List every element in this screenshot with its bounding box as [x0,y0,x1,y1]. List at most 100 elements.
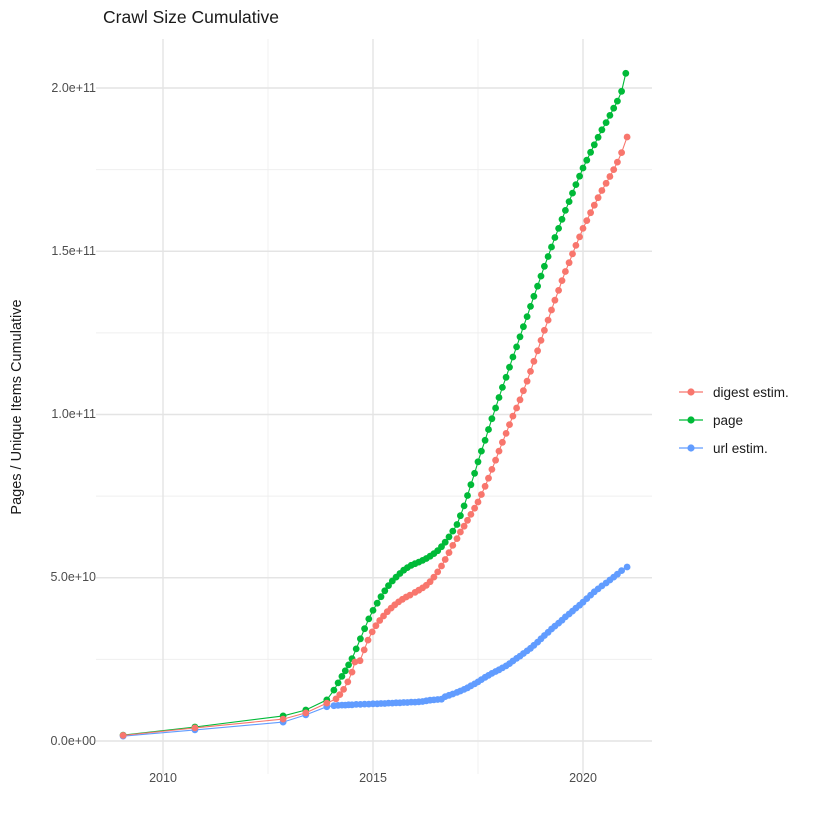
data-point [544,253,552,260]
data-point [602,119,610,126]
data-point [572,242,580,249]
data-point [485,474,492,482]
data-point [471,469,478,477]
data-point [340,686,347,693]
data-point [520,387,527,395]
data-point [441,538,449,546]
data-point [602,179,610,187]
data-point [576,233,583,241]
data-point [426,578,434,586]
data-point [587,209,594,217]
data-point [502,373,510,381]
grid-lines [96,39,652,774]
data-point [513,404,520,412]
data-point [590,201,598,209]
data-point [622,69,630,77]
data-point [569,250,576,258]
data-point [438,543,445,551]
data-point [583,217,591,225]
x-tick-label: 2010 [149,771,177,785]
legend-key-digest-icon [679,388,703,396]
legend-key-point [687,388,695,396]
legend-label: url estim. [713,440,768,456]
data-point [606,173,614,180]
data-point [488,415,496,423]
data-point [467,511,475,518]
data-point [523,313,531,320]
data-point [610,104,618,112]
data-point [441,556,449,563]
data-point [579,164,587,172]
data-point [445,549,453,556]
data-point [460,502,468,510]
data-point [502,430,510,437]
data-point [334,679,342,687]
data-point [341,667,349,675]
legend-key-page-icon [679,416,703,424]
data-point [373,599,381,607]
data-point [191,724,199,732]
data-point [572,181,580,189]
data-point [495,447,503,455]
data-point [372,622,380,630]
data-point [523,377,531,385]
data-point [606,112,614,119]
data-point [534,347,541,355]
y-tick-label: 0.0e+00 [50,733,96,748]
data-point [579,225,587,232]
data-point [583,156,591,164]
data-point [551,234,559,241]
data-point [478,491,485,498]
data-point [499,438,506,446]
data-point [449,542,457,549]
data-point [614,97,621,105]
data-point [361,625,368,633]
data-point [351,658,359,666]
data-point [618,567,625,574]
data-point [527,303,534,310]
series-digest-estim- [119,133,631,739]
data-point [562,268,569,275]
data-point [558,277,566,284]
legend-item-url-estim: url estim. [678,434,789,462]
data-point [527,368,534,375]
data-point [445,533,453,541]
series-line [123,566,628,737]
data-point [365,615,373,623]
legend-key-point [687,444,695,452]
data-point [506,363,513,371]
data-point [460,522,468,530]
series-line [123,73,627,736]
legend: digest estim. page url estim. [678,378,789,462]
data-point [344,678,352,686]
data-point [406,591,414,599]
data-point [610,166,618,174]
data-point [555,287,562,294]
data-point [338,673,346,680]
data-point [464,492,471,499]
data-point [530,357,538,365]
data-point [449,527,457,535]
data-point [376,617,384,624]
data-point [481,436,489,444]
data-point [279,715,287,723]
data-point [381,587,389,595]
data-point [530,292,538,300]
data-point [474,498,482,506]
data-point [492,456,499,464]
data-point [434,568,442,576]
data-point [544,316,552,324]
data-point [509,353,517,361]
legend-key-url-icon [679,444,703,452]
data-point [348,668,356,676]
data-series [119,69,631,740]
data-point [555,225,562,232]
data-point [590,141,598,149]
data-point [474,458,482,466]
series-page [119,69,630,739]
data-point [565,198,573,206]
data-point [569,189,576,197]
data-point [594,133,602,141]
data-point [499,384,506,391]
